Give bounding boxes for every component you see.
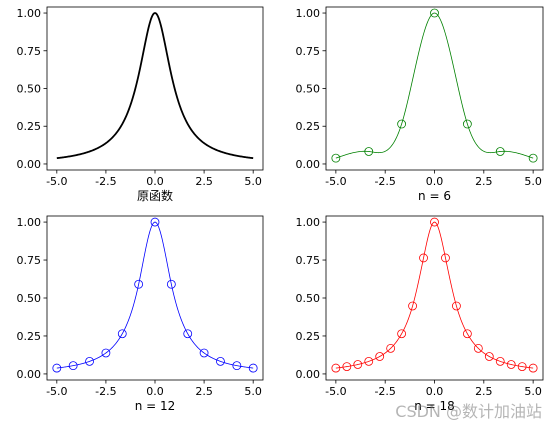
- x-tick-label: -2.5: [95, 385, 116, 398]
- x-axis-label: n = 12: [135, 399, 176, 413]
- y-tick-label: 0.00: [17, 158, 42, 171]
- data-point: [484, 352, 494, 361]
- subplot-1: -5.0 -2.5 0.0 2.5 5.0 0.00 0.25 0.50 0.75 1.00 原函数: [17, 6, 264, 203]
- data-point: [506, 360, 516, 369]
- x-tick-label: 2.5: [475, 175, 493, 188]
- series-line: [56, 221, 254, 369]
- x-tick-label: 5.0: [244, 175, 262, 188]
- subplot-2: -5.0 -2.5 0.0 2.5 5.0 0.00 0.25 0.50 0.75 1.00 n =…: [296, 6, 544, 203]
- data-point: [495, 147, 505, 156]
- x-tick-label: -5.0: [46, 385, 67, 398]
- y-tick-label: 0.25: [296, 120, 321, 133]
- y-tick-label: 0.75: [296, 45, 321, 58]
- y-tick-label: 0.00: [296, 158, 321, 171]
- data-point: [150, 217, 160, 227]
- x-tick-label: 5.0: [524, 175, 542, 188]
- y-tick-label: 0.75: [17, 45, 42, 58]
- data-point: [331, 363, 341, 373]
- x-tick-label: 2.5: [195, 385, 213, 398]
- x-tick-label: 0.0: [426, 385, 444, 398]
- y-tick-label: 0.25: [296, 330, 321, 343]
- axes-frame: [325, 6, 544, 171]
- x-tick-label: -2.5: [95, 175, 116, 188]
- data-point: [364, 356, 374, 366]
- x-tick-label: -2.5: [374, 385, 395, 398]
- data-point: [517, 362, 527, 372]
- y-tick-label: 1.00: [296, 216, 321, 229]
- data-point: [166, 279, 176, 289]
- data-point: [473, 343, 483, 353]
- data-point: [199, 348, 209, 358]
- x-tick-label: 2.5: [195, 175, 213, 188]
- data-point: [528, 363, 538, 373]
- data-point: [430, 217, 439, 227]
- data-point: [85, 356, 94, 366]
- x-tick-label: 5.0: [244, 385, 262, 398]
- x-axis-label: n = 18: [414, 399, 455, 413]
- x-tick-label: -5.0: [46, 175, 67, 188]
- data-point: [386, 343, 396, 353]
- data-point: [331, 153, 341, 163]
- data-point: [495, 356, 505, 366]
- y-tick-label: 0.50: [296, 83, 321, 96]
- data-point: [117, 329, 127, 339]
- y-tick-label: 1.00: [17, 7, 42, 20]
- data-point: [134, 279, 144, 289]
- data-point: [353, 360, 363, 369]
- data-point: [462, 119, 472, 129]
- subplot-4: -5.0 -2.5 0.0 2.5 5.0 0.00 0.25 0.50 0.75 1.00 n =…: [296, 215, 544, 413]
- y-tick-label: 0.25: [17, 330, 42, 343]
- y-tick-label: 0.50: [296, 292, 321, 305]
- data-point: [430, 8, 439, 18]
- data-point: [101, 348, 111, 358]
- data-point: [419, 253, 428, 263]
- data-point: [52, 363, 62, 373]
- data-point: [342, 362, 352, 372]
- x-tick-label: -5.0: [325, 385, 346, 398]
- x-tick-label: -5.0: [325, 175, 346, 188]
- watermark: CSDN @数计加油站: [395, 402, 542, 421]
- y-tick-label: 0.00: [17, 368, 42, 381]
- x-tick-label: 0.0: [146, 385, 164, 398]
- data-point: [68, 361, 78, 371]
- data-point: [183, 329, 193, 339]
- y-tick-label: 0.75: [296, 254, 321, 267]
- data-point: [397, 119, 407, 129]
- axes-frame: [46, 215, 264, 381]
- data-point: [232, 361, 242, 371]
- data-point: [375, 352, 385, 361]
- data-point: [397, 329, 407, 339]
- axes-frame: [325, 215, 544, 381]
- data-point: [216, 356, 225, 366]
- y-tick-label: 1.00: [17, 216, 42, 229]
- y-tick-label: 0.75: [17, 254, 42, 267]
- data-point: [452, 301, 461, 311]
- y-tick-label: 1.00: [296, 7, 321, 20]
- data-point: [248, 363, 258, 373]
- y-tick-label: 0.25: [17, 120, 42, 133]
- x-tick-label: 0.0: [146, 175, 164, 188]
- x-tick-label: 5.0: [524, 385, 542, 398]
- data-point: [441, 253, 450, 263]
- data-point: [408, 301, 417, 311]
- data-point: [364, 147, 374, 156]
- subplot-3: -5.0 -2.5 0.0 2.5 5.0 0.00 0.25 0.50 0.75 1.00 n =…: [17, 215, 264, 413]
- y-tick-label: 0.50: [17, 83, 42, 96]
- x-tick-label: 0.0: [426, 175, 444, 188]
- x-tick-label: 2.5: [475, 385, 493, 398]
- x-axis-label: n = 6: [418, 189, 451, 203]
- axes-frame: [46, 6, 264, 171]
- series-line: [56, 12, 254, 160]
- series-line: [335, 221, 534, 369]
- data-point: [528, 153, 538, 163]
- y-tick-label: 0.00: [296, 368, 321, 381]
- series-line: [335, 12, 534, 159]
- x-axis-label: 原函数: [137, 188, 173, 203]
- y-tick-label: 0.50: [17, 292, 42, 305]
- x-tick-label: -2.5: [374, 175, 395, 188]
- data-point: [462, 329, 472, 339]
